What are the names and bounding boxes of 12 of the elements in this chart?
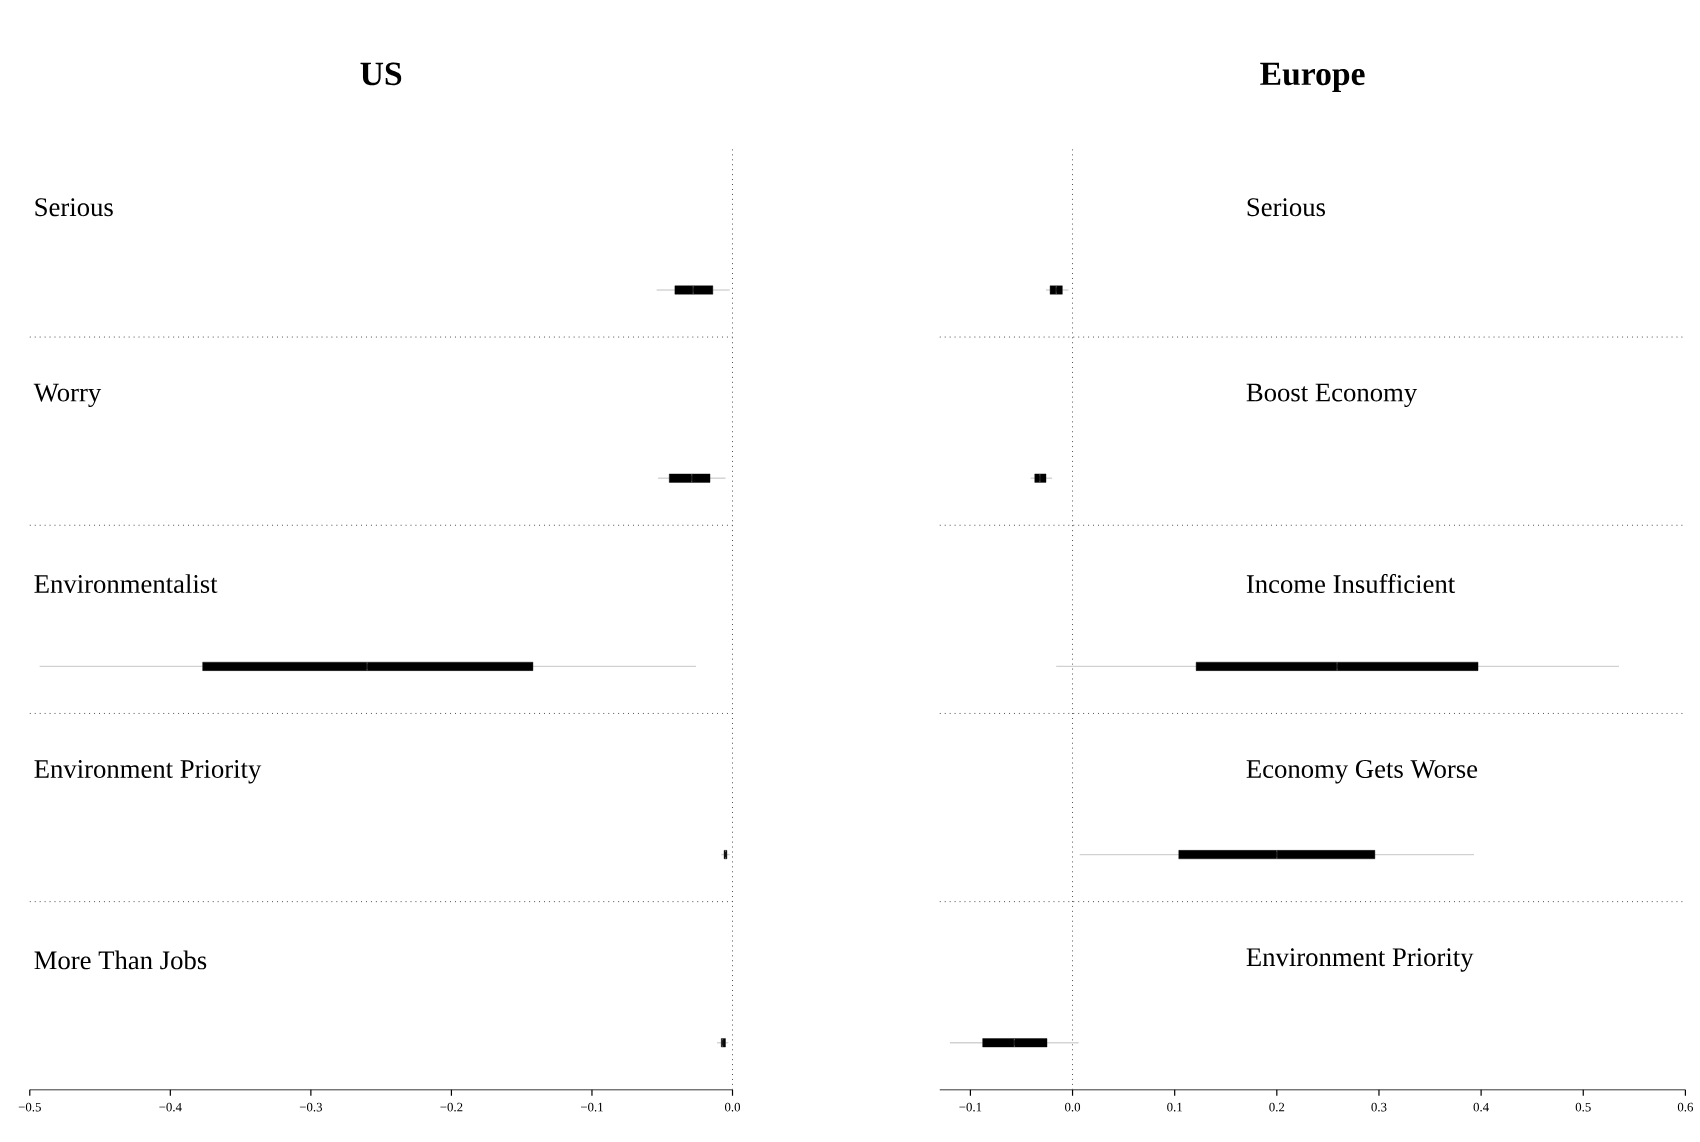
y-tick-label: Serious bbox=[35, 198, 113, 217]
y-tick-label: Income Insufficient bbox=[1246, 574, 1456, 594]
y-tick-label: Environmentalist bbox=[34, 574, 218, 594]
y-tick-label: Serious bbox=[1247, 198, 1326, 217]
y-tick-label: Boost Economy bbox=[1246, 384, 1418, 408]
chart-title: US bbox=[360, 62, 402, 86]
y-tick-label: Worry bbox=[33, 384, 102, 408]
y-tick-label: More Than Jobs bbox=[34, 950, 207, 970]
y-tick-label: Environment Priority bbox=[34, 760, 262, 784]
y-tick-label: Environment Priority bbox=[1246, 948, 1474, 972]
chart-title: Europe bbox=[1260, 63, 1365, 93]
y-tick-label: Economy Gets Worse bbox=[1246, 760, 1478, 784]
